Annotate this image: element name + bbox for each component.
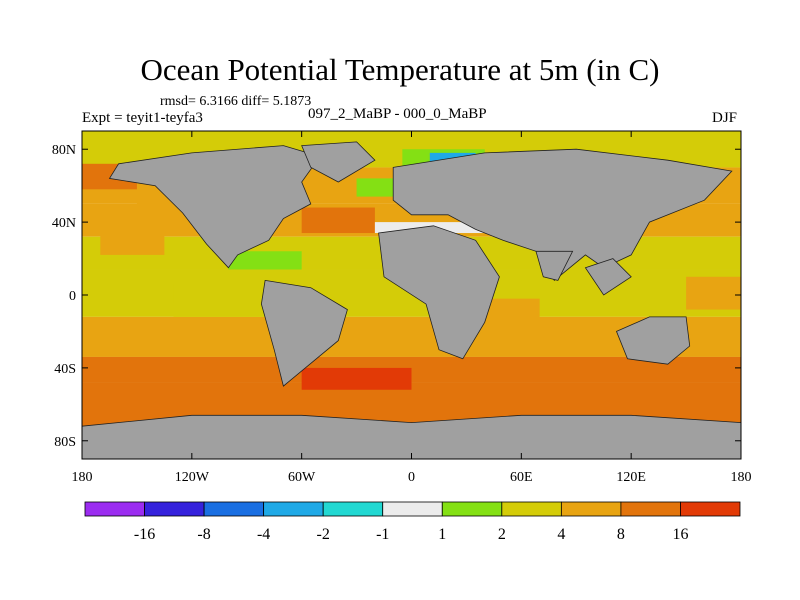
x-tick-label: 60W <box>288 470 316 485</box>
land-africa <box>378 225 500 360</box>
colorbar-swatch <box>620 501 681 517</box>
y-tick-label: 40N <box>52 216 76 231</box>
colorbar-label: 4 <box>557 526 565 543</box>
x-tick-label: 120W <box>175 470 210 485</box>
chart-title: Ocean Potential Temperature at 5m (in C) <box>140 52 660 87</box>
colorbar-swatch <box>441 501 503 517</box>
colorbar-label: 8 <box>617 526 625 543</box>
colorbar-label: 16 <box>672 526 688 543</box>
field-patch-2 <box>100 222 165 255</box>
y-tick-label: 40S <box>54 362 76 377</box>
land-australia <box>615 316 691 365</box>
x-tick-label: 60E <box>510 470 533 485</box>
x-tick-label: 180 <box>72 470 93 485</box>
field-patch-16 <box>301 367 412 390</box>
y-tick-label: 80S <box>54 435 76 450</box>
colorbar-label: -16 <box>134 526 155 543</box>
colorbar-swatch <box>680 501 741 517</box>
colorbar-label: -1 <box>376 526 389 543</box>
land-mask <box>81 141 742 460</box>
season-label: DJF <box>712 110 738 126</box>
x-axis: 180 120W 60W 0 60E 120E 180 <box>72 131 752 485</box>
field-patch-9 <box>301 207 375 234</box>
colorbar-swatch <box>144 501 205 517</box>
land-greenland <box>301 141 376 183</box>
colorbar-label: -8 <box>197 526 210 543</box>
y-axis: 80N 40N 0 40S 80S <box>52 143 741 450</box>
colorbar-swatch <box>203 501 265 517</box>
field-patch-4 <box>82 284 174 303</box>
field-patch-3 <box>173 280 266 317</box>
field-patch-5 <box>686 276 741 310</box>
colorbar-label: -2 <box>317 526 330 543</box>
colorbar: -16 -8 -4 -2 -1 1 2 4 8 16 <box>84 501 741 543</box>
y-tick-label: 0 <box>69 289 76 304</box>
colorbar-swatch <box>263 501 324 517</box>
colorbar-label: 2 <box>498 526 506 543</box>
land-north-america <box>108 145 321 269</box>
colorbar-label: -4 <box>257 526 270 543</box>
field-patch-8 <box>338 287 394 310</box>
y-tick-label: 80N <box>52 143 76 158</box>
stats-label: rmsd= 6.3166 diff= 5.1873 <box>160 94 312 109</box>
land-eurasia <box>392 148 733 281</box>
land-south-america <box>260 279 348 387</box>
colorbar-swatch <box>84 501 145 517</box>
experiment-label: Expt = teyit1-teyfa3 <box>82 110 203 126</box>
experiment-name-label: 097_2_MaBP - 000_0_MaBP <box>308 106 487 122</box>
land-india <box>535 250 574 281</box>
x-tick-label: 0 <box>408 470 415 485</box>
field-patch-13 <box>228 251 302 270</box>
colorbar-swatch <box>382 501 443 517</box>
colorbar-swatch <box>501 501 562 517</box>
x-tick-label: 180 <box>731 470 752 485</box>
colorbar-swatch <box>322 501 384 517</box>
land-southeast-asia <box>584 258 632 296</box>
colorbar-label: 1 <box>438 526 446 543</box>
colorbar-swatch <box>560 501 622 517</box>
x-tick-label: 120E <box>616 470 646 485</box>
